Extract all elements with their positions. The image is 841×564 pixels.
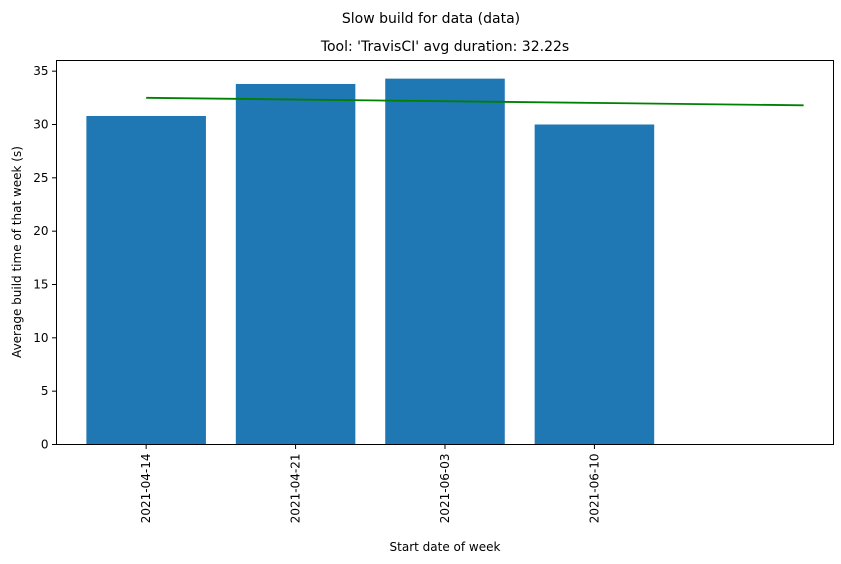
bars-layer xyxy=(86,78,655,445)
chart-title: Tool: 'TravisCI' avg duration: 32.22s xyxy=(320,39,569,55)
y-tick-label-30: 30 xyxy=(33,118,48,132)
bar-2021-06-03 xyxy=(385,78,505,445)
plot-frame xyxy=(56,60,834,445)
bar-2021-04-14 xyxy=(86,115,206,445)
y-axis-label: Average build time of that week (s) xyxy=(10,146,24,358)
x-tick-label-2021-04-21: 2021-04-21 xyxy=(289,454,303,524)
x-axis: 2021-04-14 2021-04-21 2021-06-03 2021-06-10 xyxy=(139,444,601,524)
y-tick-label-15: 15 xyxy=(33,278,48,292)
trend-layer xyxy=(146,96,804,107)
figure-suptitle: Slow build for data (data) xyxy=(342,11,520,27)
bar-2021-06-10 xyxy=(534,124,655,445)
y-tick-label-0: 0 xyxy=(41,438,49,452)
y-tick-label-25: 25 xyxy=(33,171,48,185)
x-tick-label-2021-06-10: 2021-06-10 xyxy=(587,454,601,524)
y-tick-label-5: 5 xyxy=(41,384,49,398)
x-tick-label-2021-06-03: 2021-06-03 xyxy=(438,454,452,524)
y-tick-label-20: 20 xyxy=(33,224,48,238)
y-tick-label-35: 35 xyxy=(33,64,48,78)
y-axis: 0 5 10 15 20 25 30 35 xyxy=(33,64,57,452)
x-axis-label: Start date of week xyxy=(390,540,501,554)
y-tick-label-10: 10 xyxy=(33,331,48,345)
trend-line xyxy=(146,96,804,107)
x-tick-label-2021-04-14: 2021-04-14 xyxy=(139,454,153,524)
bar-2021-04-21 xyxy=(235,83,356,445)
